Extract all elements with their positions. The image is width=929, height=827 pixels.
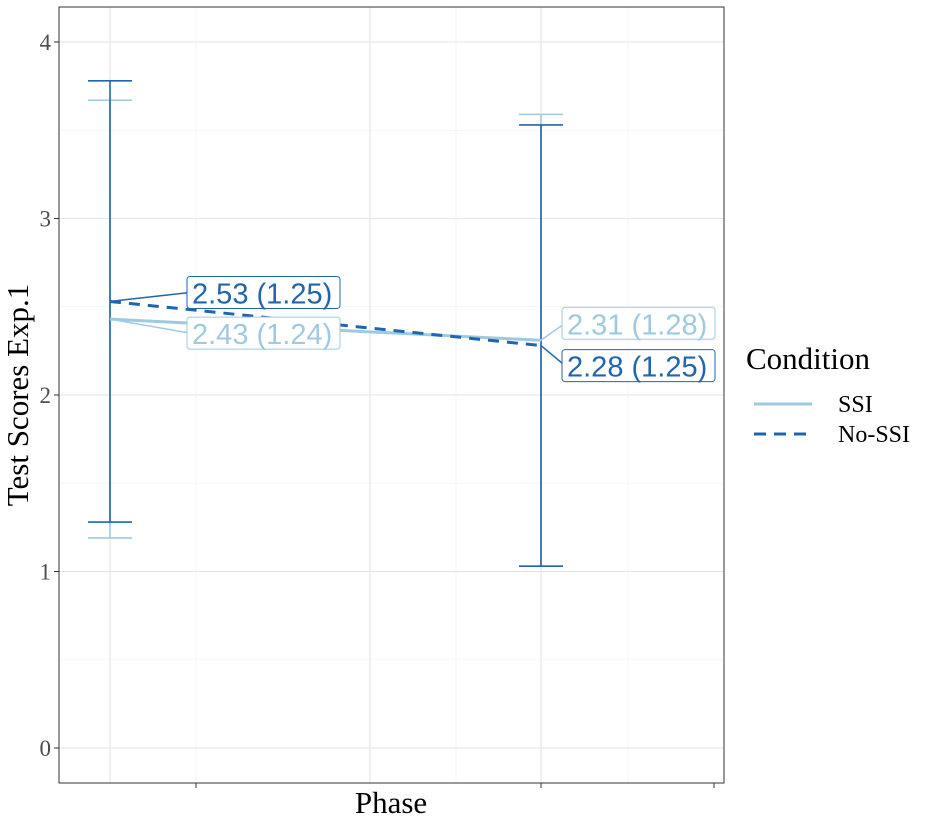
data-label-no-ssi: 2.53 (1.25) <box>192 278 332 310</box>
x-axis <box>195 783 715 788</box>
label-leader-ssi <box>109 318 191 334</box>
data-label-ssi: 2.43 (1.24) <box>192 319 332 351</box>
y-axis-title: Test Scores Exp.1 <box>0 284 35 507</box>
legend-label-no-ssi: No-SSI <box>838 422 910 448</box>
y-tick-label: 3 <box>40 207 52 232</box>
label-leader-no-ssi <box>109 291 191 303</box>
legend-label-ssi: SSI <box>838 392 873 418</box>
y-tick-label: 0 <box>40 736 52 761</box>
data-label-no-ssi: 2.28 (1.25) <box>567 352 707 384</box>
label-box-ssi <box>561 306 716 340</box>
x-axis-title: Phase <box>355 785 427 820</box>
y-tick-label: 2 <box>40 383 52 408</box>
legend-title: Condition <box>746 341 871 376</box>
label-leader-ssi <box>540 322 566 341</box>
y-axis: 0 1 2 3 4 <box>40 30 59 761</box>
data-labels: 2.43 (1.24) 2.31 (1.28) 2.53 (1.25) 2.28 (1… <box>109 275 716 384</box>
legend: Condition SSI No-SSI <box>746 341 910 448</box>
y-tick-label: 4 <box>40 30 52 55</box>
grid <box>59 7 724 783</box>
y-tick-label: 1 <box>40 560 52 585</box>
label-box-no-ssi <box>561 349 716 383</box>
data-label-ssi: 2.31 (1.28) <box>567 309 707 341</box>
label-leader-no-ssi <box>540 345 566 367</box>
label-box-ssi <box>186 316 341 350</box>
label-box-no-ssi <box>186 275 341 309</box>
